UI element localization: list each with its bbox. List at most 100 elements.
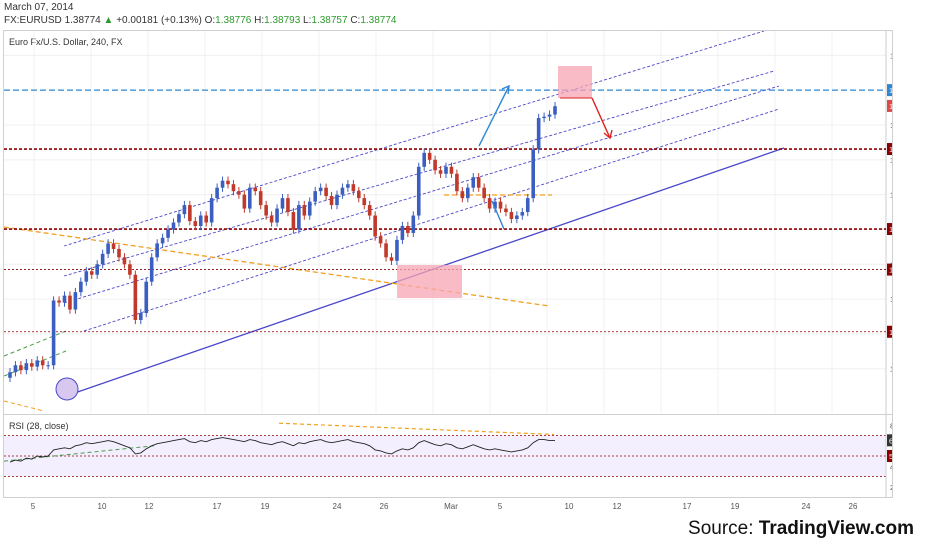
candle-body (466, 187, 470, 199)
time-tick-12: 12 (613, 502, 622, 511)
candle-body (106, 243, 110, 254)
time-axis-svg[interactable]: 5 10 12 17 19 24 26 Mar 5 10 12 17 19 24 26 (3, 497, 891, 515)
candle-body (166, 229, 170, 238)
price-label-bg-1.36424 (887, 263, 892, 276)
high-label: H: (254, 15, 265, 26)
candle-body (406, 225, 410, 233)
candle-body (209, 198, 214, 223)
candle-body (515, 215, 519, 220)
candle-body (264, 205, 268, 216)
time-tick-5: 5 (31, 502, 36, 511)
candle-body (226, 180, 230, 185)
candle-body (476, 177, 481, 188)
candle-body (547, 114, 552, 117)
price-change: +0.00181 (+0.13%) (116, 15, 202, 26)
time-tick-26: 26 (380, 502, 389, 511)
candle-body (335, 194, 339, 206)
candle-body (122, 257, 127, 265)
ticker-line: FX:EURUSD 1.38774 ▲ +0.00181 (+0.13%) O:… (4, 15, 396, 26)
price-label-1.35531: 1.35531 (889, 328, 892, 337)
time-axis[interactable]: 5 10 12 17 19 24 26 Mar 5 10 12 17 19 24 26 (3, 497, 891, 515)
price-chart-svg[interactable]: 1.395001.385001.380001.375001.370001.365… (4, 31, 892, 414)
channel-upper (63, 31, 765, 247)
candle-body (438, 170, 443, 174)
candle-body (95, 264, 99, 275)
candle-body (542, 116, 546, 119)
up-arrow-icon: ▲ (103, 15, 114, 26)
candle-body (302, 205, 307, 216)
last-price: 1.38774 (64, 15, 101, 26)
time-tick-5: 5 (498, 502, 503, 511)
candle-body (318, 187, 323, 192)
candle-body (242, 194, 247, 209)
price-label-1.39001: 1.39001 (889, 86, 892, 95)
candle-body (291, 212, 296, 230)
time-tick-Mar: Mar (444, 502, 458, 511)
candle-body (258, 191, 263, 206)
candle-body (117, 248, 121, 258)
candle-body (455, 173, 459, 192)
price-label-1.36424: 1.36424 (889, 266, 892, 275)
candle-body (35, 360, 40, 367)
time-tick-10: 10 (98, 502, 107, 511)
candle-body (84, 271, 89, 282)
candle-body (51, 300, 56, 366)
price-chart-pane[interactable]: Euro Fx/U.S. Dollar, 240, FX 1.39500 1.38… (3, 30, 893, 415)
orange-lower-line (4, 400, 45, 412)
candle-body (139, 313, 143, 320)
open-value: 1.38776 (215, 15, 252, 26)
price-tick-1.35000: 1.35000 (890, 365, 892, 374)
candle-body (128, 264, 132, 275)
candle-body (416, 166, 421, 216)
candle-body (237, 191, 241, 195)
candle-body (449, 166, 454, 174)
price-label-bg-1.37006 (887, 223, 892, 236)
highlight-box-high (558, 66, 592, 98)
price-tick-1.36000: 1.36000 (890, 295, 892, 304)
candle-body (89, 271, 94, 275)
open-label: O: (204, 15, 216, 26)
price-label-1.38774: 1.38774 (889, 102, 892, 111)
price-label-bg-1.35531 (887, 325, 892, 338)
candle-body (367, 205, 372, 216)
price-tick-1.38000: 1.38000 (890, 156, 892, 165)
time-tick-10: 10 (565, 502, 574, 511)
blue-arrow-up (478, 85, 510, 147)
candle-body (433, 159, 437, 171)
candle-body (144, 281, 149, 314)
candle-body (215, 187, 219, 199)
candle-body (286, 198, 290, 213)
candle-body (100, 253, 105, 265)
low-value: 1.38757 (311, 15, 348, 26)
candle-body (520, 212, 525, 216)
rsi-pane[interactable]: RSI (28, close) 80.0000 40.0000 20.0000 65.… (3, 414, 893, 498)
green-trend-line (4, 330, 67, 357)
candle-body (269, 215, 274, 223)
candle-body (357, 191, 361, 199)
price-tick-1.38500: 1.38500 (890, 121, 892, 130)
rsi-orange-trend (278, 422, 555, 436)
rsi-tick-80.0000: 80.0000 (890, 421, 892, 430)
candle-body (509, 212, 514, 220)
candle-body (30, 363, 34, 367)
candle-body (482, 187, 486, 199)
rsi-label-65.3104: 65.3104 (889, 436, 892, 445)
candle-body (275, 208, 279, 223)
candle-body (79, 281, 83, 293)
time-tick-17: 17 (213, 502, 222, 511)
channel-mid (63, 85, 780, 304)
candle-body (351, 184, 356, 192)
high-value: 1.38793 (264, 15, 301, 26)
symbol[interactable]: FX:EURUSD (4, 15, 62, 26)
candle-body (504, 208, 508, 213)
candle-body (19, 365, 23, 371)
candle-body (373, 215, 377, 237)
time-tick-24: 24 (333, 502, 342, 511)
candle-body (182, 205, 187, 215)
rsi-line (9, 437, 555, 463)
rsi-chart-svg[interactable]: 80.0000 40.0000 20.0000 65.3104 50.0000 (4, 415, 892, 497)
time-tick-19: 19 (731, 502, 740, 511)
rsi-label-50.0000: 50.0000 (889, 452, 892, 461)
candle-body (13, 365, 18, 373)
candle-body (220, 180, 225, 188)
